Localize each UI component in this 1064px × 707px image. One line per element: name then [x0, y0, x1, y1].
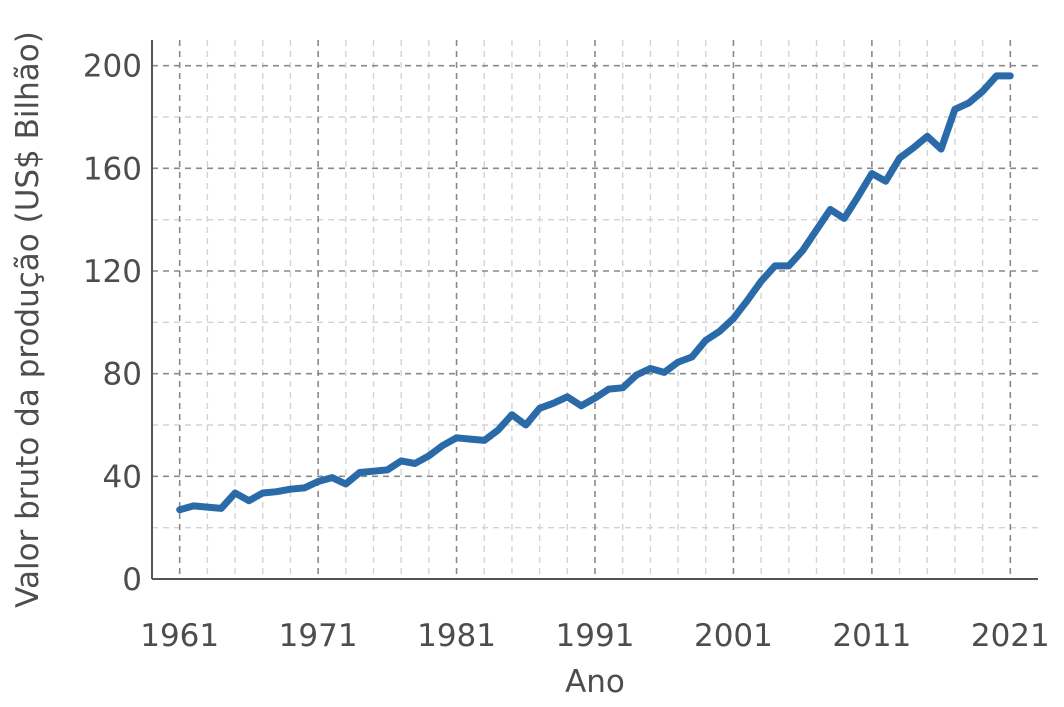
series-group — [176, 72, 1014, 514]
x-tick-label: 2021 — [971, 618, 1050, 654]
major-gridlines — [152, 40, 1038, 579]
y-tick-labels: 0 40 80 120 160 200 — [83, 49, 142, 598]
y-tick-label: 80 — [103, 357, 142, 393]
y-tick-label: 0 — [122, 562, 142, 598]
y-axis-title: Valor bruto da produção (US$ Bilhão) — [10, 31, 46, 608]
series-line — [176, 72, 1014, 514]
y-tick-label: 120 — [83, 254, 142, 290]
y-tick-label: 40 — [103, 459, 142, 495]
x-axis-title: Ano — [565, 664, 625, 700]
x-tick-label: 1981 — [417, 618, 496, 654]
x-tick-labels: 1961 1971 1981 1991 2001 2011 2021 — [140, 618, 1050, 654]
x-tick-label: 2001 — [694, 618, 773, 654]
x-tick-label: 1961 — [140, 618, 219, 654]
y-tick-label: 200 — [83, 49, 142, 85]
x-tick-label: 1971 — [279, 618, 358, 654]
x-tick-label: 1991 — [556, 618, 635, 654]
y-tick-label: 160 — [83, 151, 142, 187]
x-tick-label: 2011 — [832, 618, 911, 654]
